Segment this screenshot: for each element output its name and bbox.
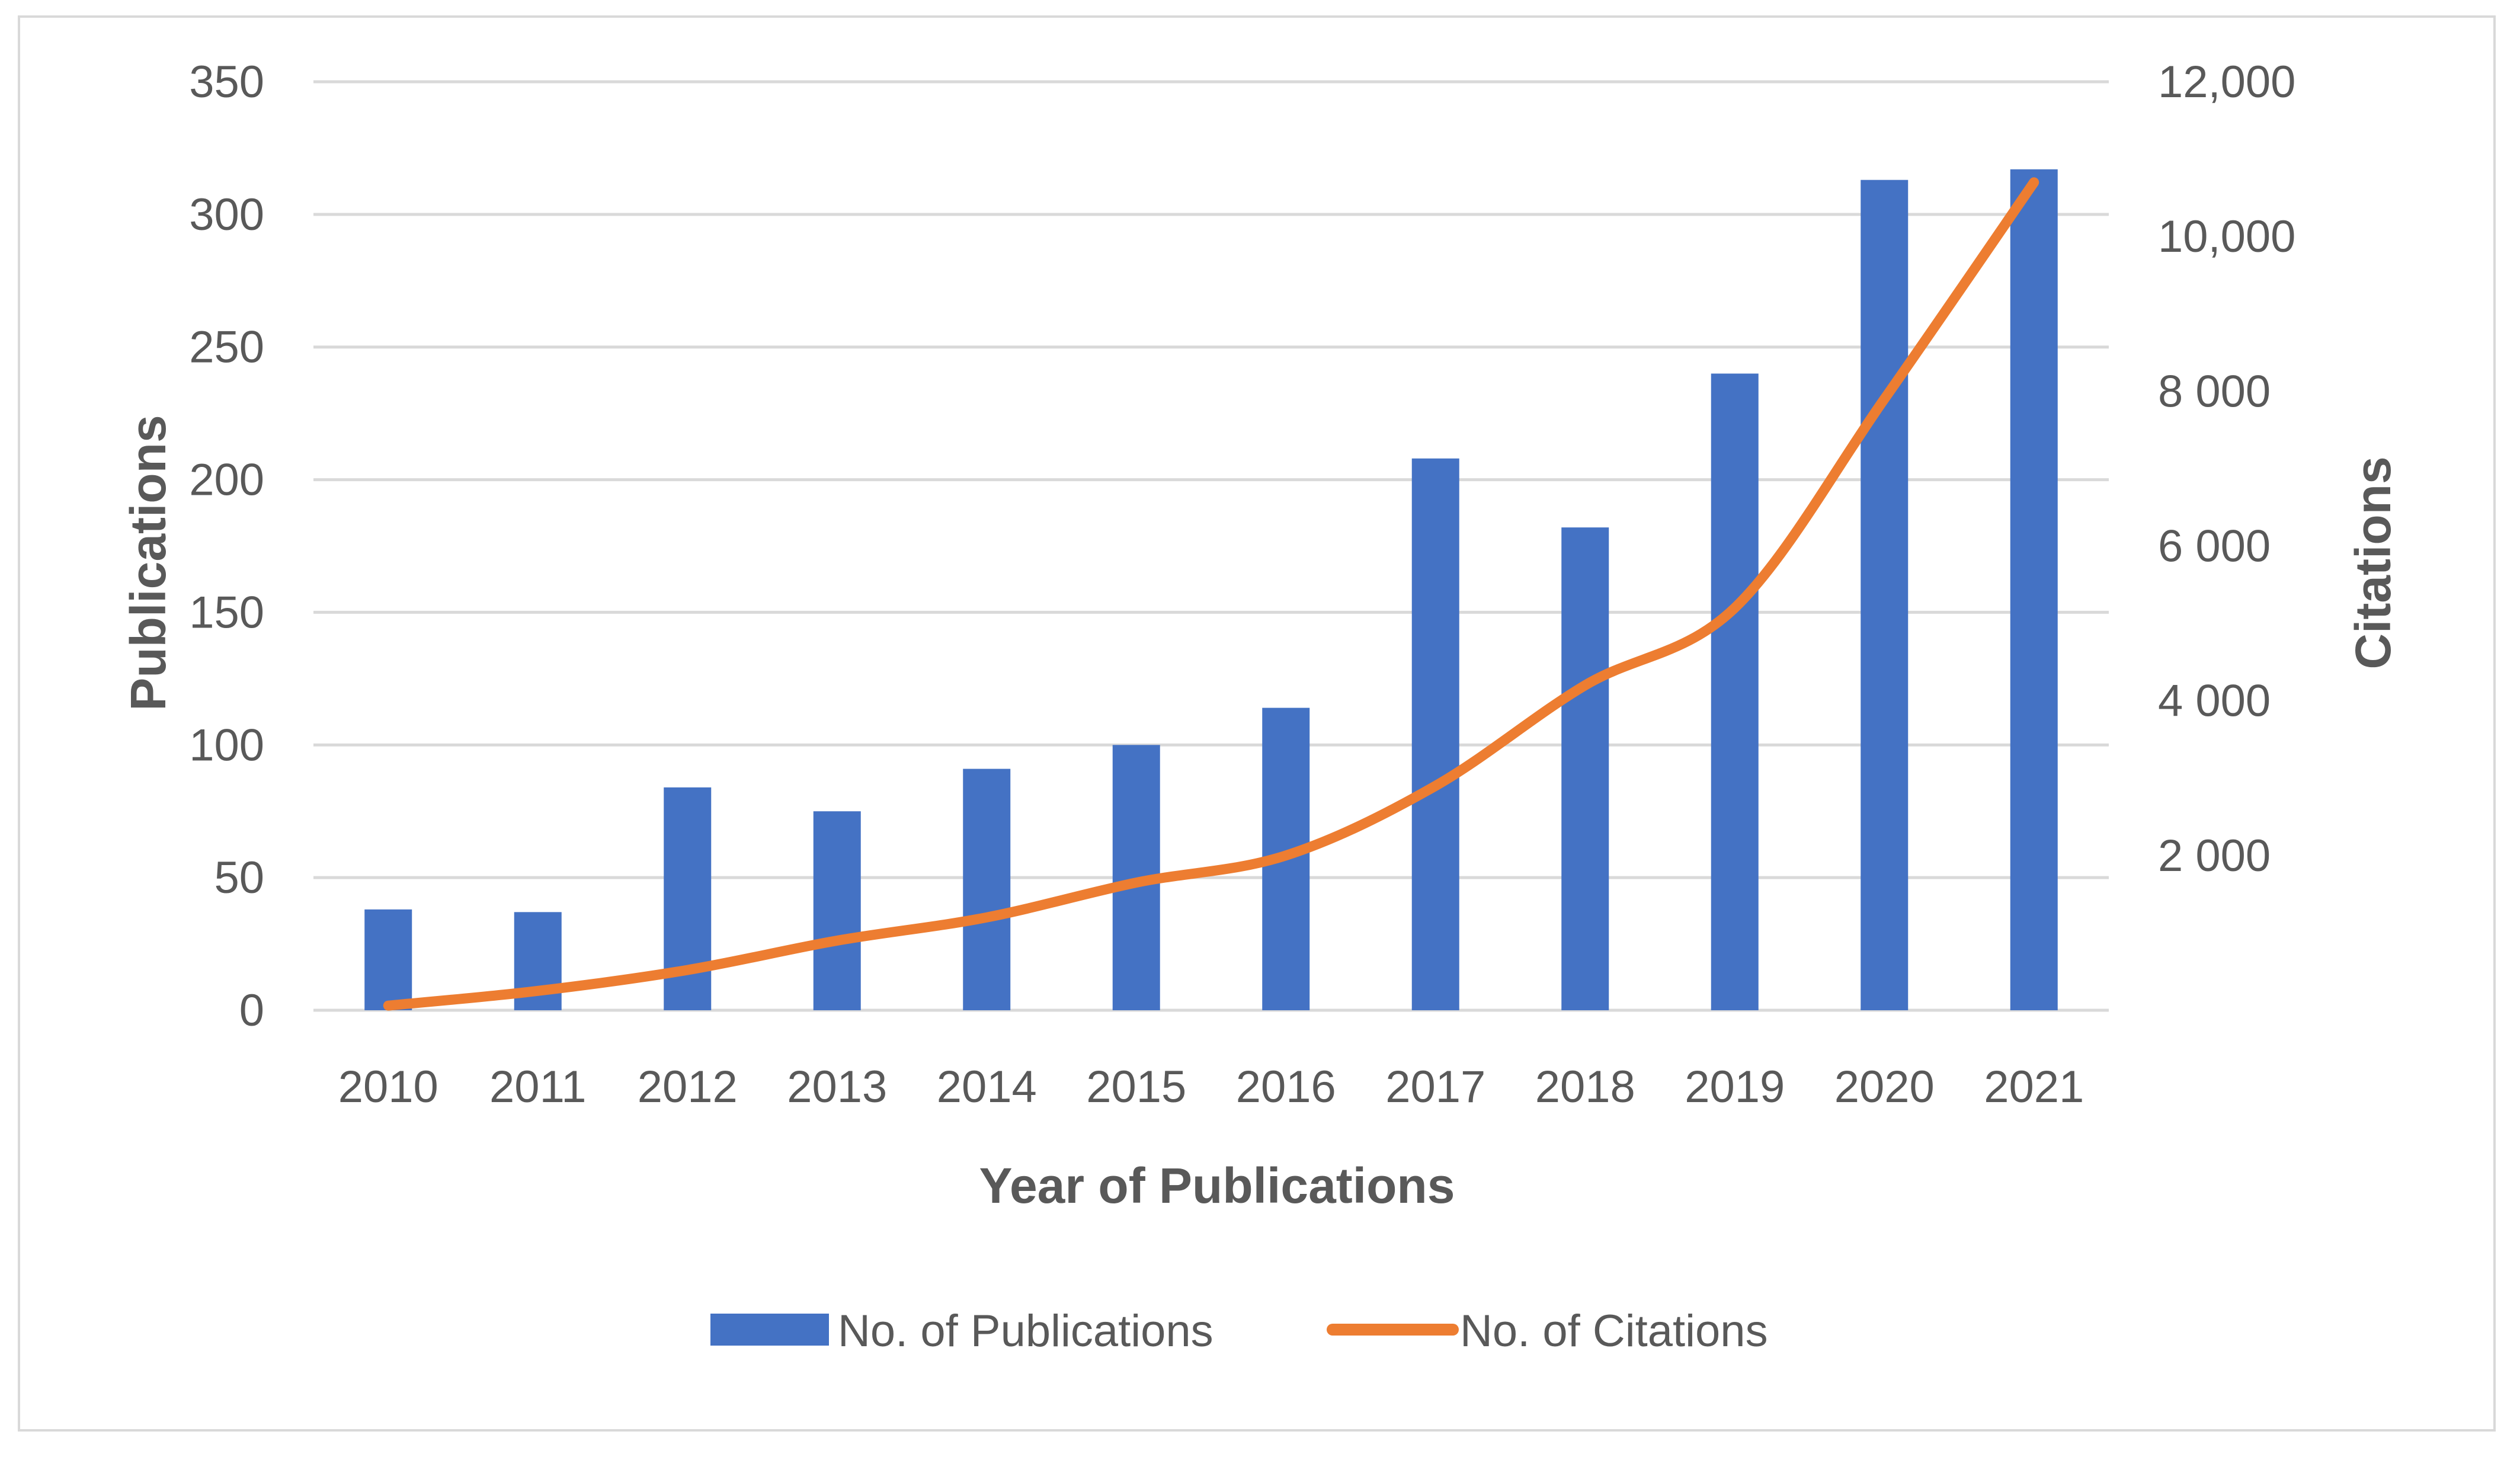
x-tick-label: 2012 bbox=[638, 1062, 738, 1112]
bar-2018 bbox=[1561, 527, 1609, 1010]
x-tick-label: 2016 bbox=[1236, 1062, 1336, 1112]
y2-tick-label: 2 000 bbox=[2158, 831, 2271, 881]
y-tick-label: 150 bbox=[189, 587, 264, 638]
legend-label-citations: No. of Citations bbox=[1460, 1306, 1768, 1356]
y2-tick-label: 10,000 bbox=[2158, 212, 2295, 262]
x-tick-label: 2015 bbox=[1086, 1062, 1186, 1112]
y2-tick-label: 12,000 bbox=[2158, 57, 2295, 107]
x-tick-label: 2010 bbox=[338, 1062, 438, 1112]
publications-bars bbox=[364, 169, 2058, 1010]
y2-tick-label: 4 000 bbox=[2158, 676, 2271, 726]
combo-chart: 0 50 100 150 200 250 300 350 2 000 4 000 6 000 8 0… bbox=[120, 57, 2401, 1356]
citation-point-2016 bbox=[1285, 855, 1286, 856]
left-axis-ticks: 0 50 100 150 200 250 300 350 bbox=[189, 57, 264, 1036]
y-tick-label: 50 bbox=[214, 853, 264, 903]
x-tick-label: 2013 bbox=[787, 1062, 887, 1112]
citation-point-2013 bbox=[837, 940, 838, 941]
y2-tick-label: 6 000 bbox=[2158, 521, 2271, 572]
bar-2019 bbox=[1711, 373, 1759, 1010]
y-tick-label: 100 bbox=[189, 720, 264, 770]
citations-line-group bbox=[383, 177, 2039, 1011]
x-tick-label: 2014 bbox=[937, 1062, 1037, 1112]
bar-2010 bbox=[364, 909, 412, 1010]
legend-swatch-publications bbox=[710, 1314, 829, 1346]
y-tick-label: 350 bbox=[189, 57, 264, 107]
citation-point-2020 bbox=[1884, 398, 1885, 399]
bar-2013 bbox=[813, 811, 861, 1010]
x-axis-title: Year of Publications bbox=[979, 1158, 1455, 1213]
y2-axis-title: Citations bbox=[2345, 456, 2401, 669]
citation-point-2010 bbox=[388, 1005, 389, 1006]
x-tick-label: 2011 bbox=[489, 1062, 586, 1112]
x-tick-label: 2018 bbox=[1535, 1062, 1635, 1112]
y-tick-label: 200 bbox=[189, 455, 264, 505]
y-tick-label: 0 bbox=[239, 985, 264, 1036]
gridlines bbox=[313, 80, 2109, 1012]
y2-tick-label: 8 000 bbox=[2158, 366, 2271, 417]
x-tick-label: 2021 bbox=[1984, 1062, 2084, 1112]
citation-point-2019 bbox=[1734, 607, 1735, 609]
right-axis-ticks: 2 000 4 000 6 000 8 000 10,000 12,000 bbox=[2158, 57, 2295, 881]
bar-2020 bbox=[1861, 180, 1909, 1010]
citation-point-2015 bbox=[1136, 882, 1137, 883]
citation-point-2014 bbox=[986, 917, 987, 918]
bar-2017 bbox=[1411, 458, 1459, 1010]
citation-point-2018 bbox=[1584, 685, 1586, 686]
x-tick-label: 2019 bbox=[1685, 1062, 1785, 1112]
legend: No. of Publications No. of Citations bbox=[710, 1306, 1768, 1356]
bar-2021 bbox=[2010, 169, 2058, 1010]
y-tick-label: 250 bbox=[189, 322, 264, 373]
chart-frame: 0 50 100 150 200 250 300 350 2 000 4 000 6 000 8 0… bbox=[18, 15, 2496, 1432]
citation-point-2012 bbox=[687, 969, 688, 971]
legend-label-publications: No. of Publications bbox=[838, 1306, 1213, 1356]
x-tick-label: 2020 bbox=[1834, 1062, 1935, 1112]
citations-line bbox=[383, 177, 2039, 1011]
x-axis-ticks: 2010 2011 2012 2013 2014 2015 2016 2017 2018 2019… bbox=[338, 1062, 2084, 1112]
y-tick-label: 300 bbox=[189, 190, 264, 240]
citation-point-2011 bbox=[537, 990, 539, 991]
bar-2014 bbox=[963, 768, 1011, 1010]
y-axis-title: Publications bbox=[120, 415, 176, 710]
x-tick-label: 2017 bbox=[1385, 1062, 1485, 1112]
citation-point-2017 bbox=[1435, 785, 1436, 786]
citation-point-2021 bbox=[2034, 182, 2035, 183]
